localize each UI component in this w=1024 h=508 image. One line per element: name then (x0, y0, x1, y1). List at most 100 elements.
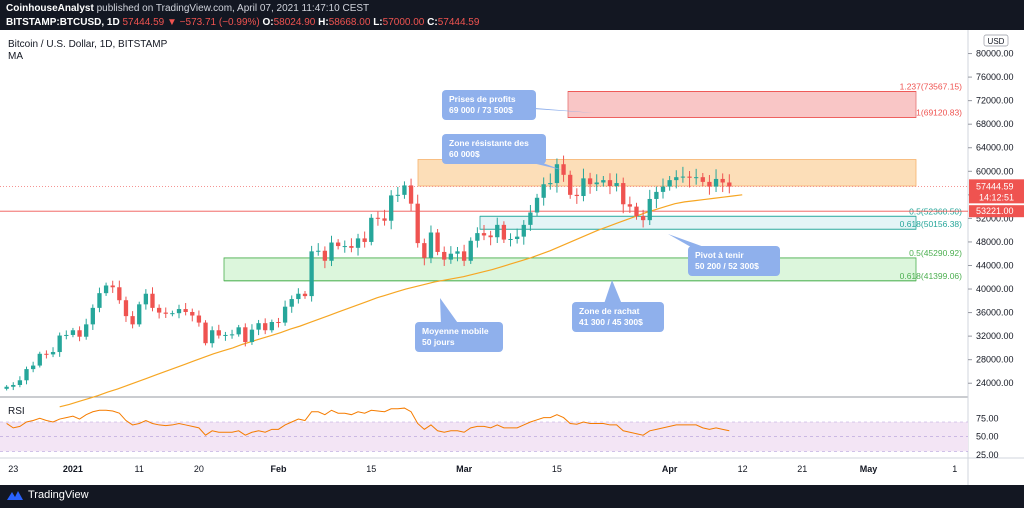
candle[interactable] (269, 322, 274, 331)
candle[interactable] (110, 285, 115, 288)
candle[interactable] (296, 293, 301, 300)
candle[interactable] (534, 197, 540, 213)
candle[interactable] (727, 182, 732, 187)
candle[interactable] (329, 242, 334, 261)
callout-resistance[interactable] (442, 134, 546, 164)
candle[interactable] (713, 178, 719, 187)
candle[interactable] (528, 212, 533, 225)
zone-profit[interactable] (567, 91, 917, 118)
candle[interactable] (508, 238, 513, 240)
candle[interactable] (349, 246, 354, 248)
candle[interactable] (501, 224, 507, 240)
candle[interactable] (581, 178, 586, 197)
candle[interactable] (249, 329, 255, 343)
candle[interactable] (163, 312, 168, 314)
candle[interactable] (634, 206, 639, 217)
candle[interactable] (229, 334, 235, 336)
candle[interactable] (276, 322, 281, 323)
candle[interactable] (514, 236, 520, 239)
candle[interactable] (309, 251, 314, 297)
candle[interactable] (647, 198, 652, 221)
candle[interactable] (448, 253, 454, 260)
callout-profit[interactable] (442, 90, 536, 120)
candle[interactable] (461, 251, 467, 261)
candle[interactable] (468, 240, 473, 261)
zone-buy[interactable] (223, 257, 917, 282)
candle[interactable] (382, 218, 387, 221)
candle[interactable] (607, 180, 613, 187)
candle[interactable] (196, 315, 202, 323)
candle[interactable] (130, 316, 135, 325)
candle[interactable] (64, 334, 69, 336)
candle[interactable] (375, 217, 381, 219)
candle[interactable] (289, 299, 294, 307)
candle[interactable] (4, 386, 9, 389)
candle[interactable] (654, 191, 659, 199)
candle[interactable] (90, 307, 95, 325)
candle[interactable] (342, 246, 347, 248)
callout-pivot[interactable] (688, 246, 780, 276)
candle[interactable] (263, 323, 268, 331)
candle[interactable] (621, 183, 626, 205)
tradingview-logo[interactable]: TradingView (6, 489, 89, 501)
candle[interactable] (594, 182, 599, 185)
candle[interactable] (210, 330, 215, 344)
candle[interactable] (362, 238, 367, 242)
chart-area[interactable]: 1.237(73567.15) 1(69120.83) 0.5(52360.50) 0… (0, 30, 1024, 485)
candle[interactable] (488, 235, 493, 238)
candle[interactable] (720, 178, 725, 183)
candle[interactable] (176, 309, 182, 314)
candle[interactable] (614, 183, 619, 187)
candle[interactable] (694, 177, 699, 179)
candle[interactable] (475, 233, 480, 241)
rsi-line[interactable] (6, 407, 730, 436)
candle[interactable] (190, 311, 195, 316)
callout-ma[interactable] (415, 322, 503, 352)
candle[interactable] (335, 242, 341, 247)
candle[interactable] (302, 293, 308, 297)
candle[interactable] (548, 183, 553, 185)
candle[interactable] (395, 194, 400, 196)
candle[interactable] (84, 324, 89, 337)
candle[interactable] (680, 176, 686, 178)
candle[interactable] (402, 185, 407, 195)
candle[interactable] (30, 365, 36, 370)
candle[interactable] (143, 293, 149, 305)
candle[interactable] (541, 184, 546, 198)
candle[interactable] (568, 174, 573, 195)
candle[interactable] (137, 304, 142, 325)
candle[interactable] (17, 380, 23, 385)
candle[interactable] (117, 287, 122, 301)
candle[interactable] (561, 164, 566, 175)
candle[interactable] (156, 307, 162, 313)
author-name[interactable]: CoinhouseAnalyst (6, 3, 94, 14)
candle[interactable] (236, 327, 241, 335)
candle[interactable] (574, 194, 579, 197)
candle[interactable] (687, 176, 692, 178)
candle[interactable] (428, 232, 434, 258)
candle[interactable] (322, 250, 328, 261)
candle[interactable] (707, 181, 712, 187)
candle[interactable] (316, 250, 321, 252)
candle[interactable] (282, 306, 288, 323)
candle[interactable] (422, 243, 427, 258)
candle[interactable] (223, 334, 228, 336)
callout-buy[interactable] (572, 302, 664, 332)
candle[interactable] (627, 204, 633, 207)
candle[interactable] (389, 195, 394, 221)
candle[interactable] (481, 233, 487, 236)
ma-50-line[interactable] (59, 194, 743, 408)
candle[interactable] (587, 178, 593, 185)
candle[interactable] (256, 323, 261, 330)
candle[interactable] (150, 293, 155, 308)
candle[interactable] (554, 164, 560, 184)
candle[interactable] (77, 330, 82, 337)
candle[interactable] (521, 224, 526, 237)
candle[interactable] (700, 177, 705, 182)
candle[interactable] (216, 330, 221, 336)
candle[interactable] (170, 313, 175, 315)
candle[interactable] (355, 238, 361, 248)
candle[interactable] (667, 180, 672, 187)
zone-pivot[interactable] (479, 215, 917, 230)
candle[interactable] (640, 216, 646, 221)
